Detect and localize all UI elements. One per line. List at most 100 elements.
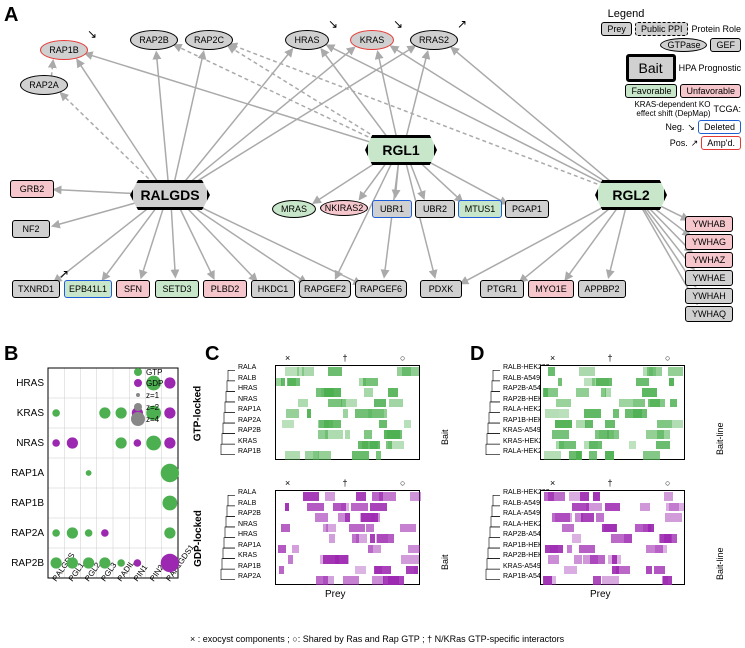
heatmap-xlabel: Prey [590, 589, 611, 600]
node-ubr1: UBR1 [372, 200, 412, 218]
node-rapgef6: RAPGEF6 [355, 280, 407, 298]
legend-neg-label: Neg. [665, 122, 684, 132]
heatmap-row-label: RALA [238, 489, 256, 496]
heatmap-row-label: RAP2B-A549 [503, 531, 545, 538]
node-sfn: SFN [116, 280, 150, 298]
node-rgl2: RGL2 [595, 180, 667, 210]
panel-c-heatmaps: GTP-lockedRALARALBHRASNRASRAP1ARAP2ARAP2… [200, 350, 460, 640]
node-pgap1: PGAP1 [505, 200, 549, 218]
node-txnrd1: TXNRD1 [12, 280, 60, 298]
heatmap-box [540, 490, 685, 585]
heatmap-side-label: Bait-line [715, 381, 725, 455]
legend-gef: GEF [710, 38, 741, 52]
panel-a-network: RAP1BRAP2ARAP2BRAP2CHRASKRASRRAS2GRB2NF2… [0, 0, 745, 320]
heatmap-symbol: ○ [400, 478, 405, 488]
node-hras: HRAS [285, 30, 329, 50]
heatmap-symbol: × [550, 353, 555, 363]
node-ywhaq: YWHAQ [685, 306, 733, 322]
node-rap2b: RAP2B [130, 30, 178, 50]
heatmap-row-label: NRAS [238, 521, 257, 528]
heatmap-row-label: RAP2B [238, 427, 261, 434]
svg-text:HRAS: HRAS [16, 378, 44, 389]
legend-tcga: TCGA: [713, 104, 741, 114]
legend-fav: Favorable [625, 84, 677, 98]
svg-text:RAP1A: RAP1A [11, 468, 44, 479]
node-rras2: RRAS2 [410, 30, 458, 50]
heatmap-symbol: × [285, 353, 290, 363]
legend-protein-role: Protein Role [691, 24, 741, 34]
heatmap-xlabel: Prey [325, 589, 346, 600]
node-mras: MRAS [272, 200, 316, 218]
node-rapgef2: RAPGEF2 [299, 280, 351, 298]
heatmap-row-label: RALB-A549 [503, 500, 540, 507]
heatmap-row-label: RAP2A [238, 573, 261, 580]
heatmap-side-label: Bait [440, 391, 450, 445]
legend-prey: Prey [601, 22, 632, 36]
heatmap-row-label: RALB [238, 375, 256, 382]
node-nkiras2: NKIRAS2 [320, 200, 368, 216]
heatmap-symbol: × [550, 478, 555, 488]
node-ptgr1: PTGR1 [480, 280, 524, 298]
legend-pos-label: Pos. [670, 138, 688, 148]
arrow-pos-icon: ↗ [691, 138, 699, 149]
node-kras: KRAS [350, 30, 394, 50]
legend-depmap-text: KRAS-dependent KO effect shift (DepMap) [634, 100, 710, 118]
node-appbp2: APPBP2 [578, 280, 626, 298]
svg-text:KRAS: KRAS [17, 408, 45, 419]
node-ywhag: YWHAG [685, 234, 733, 250]
legend-deleted: Deleted [698, 120, 741, 134]
node-ywhab: YWHAB [685, 216, 733, 232]
heatmap-title: GDP-locked [193, 510, 204, 567]
svg-text:RAP1B: RAP1B [11, 498, 44, 509]
heatmap-symbol: ○ [665, 353, 670, 363]
legend-unfav: Unfavorable [680, 84, 741, 98]
heatmap-row-label: RALB [238, 500, 256, 507]
heatmap-box [275, 490, 420, 585]
node-ywhah: YWHAH [685, 288, 733, 304]
heatmap-box [275, 365, 420, 460]
heatmap-row-label: RAP2A [238, 417, 261, 424]
legend-public-ppi: Public PPI [635, 22, 689, 36]
node-myo1e: MYO1E [528, 280, 574, 298]
heatmap-symbol: ○ [665, 478, 670, 488]
heatmap-row-label: RAP1B-A549 [503, 573, 545, 580]
node-rap1b: RAP1B [40, 40, 88, 60]
heatmap-symbol: † [343, 478, 348, 488]
arrow-neg-icon: ↘ [687, 122, 695, 133]
heatmap-row-label: RAP1A [238, 406, 261, 413]
legend-ampd: Amp'd. [701, 136, 741, 150]
panel-b-bubble: HRASKRASNRASRAP1ARAP1BRAP2ARAP2BRALGDSRG… [0, 350, 195, 640]
node-rap2c: RAP2C [185, 30, 233, 50]
node-ywhaz: YWHAZ [685, 252, 733, 268]
node-rgl1: RGL1 [365, 135, 437, 165]
heatmap-side-label: Bait-line [715, 506, 725, 580]
svg-text:RAP2A: RAP2A [11, 528, 44, 539]
heatmap-row-label: RALA [238, 364, 256, 371]
heatmap-row-label: RALA-A549 [503, 510, 540, 517]
node-pdxk: PDXK [420, 280, 462, 298]
heatmap-row-label: RAP2B [238, 510, 261, 517]
heatmap-title: GTP-locked [192, 385, 203, 441]
heatmap-row-label: RAP1B [238, 448, 261, 455]
legend: Legend Prey Public PPI Protein Role GTPa… [511, 8, 741, 152]
heatmap-row-label: RAP1A [238, 542, 261, 549]
svg-text:RAP2B: RAP2B [11, 558, 44, 569]
node-ubr2: UBR2 [415, 200, 455, 218]
svg-text:z=4: z=4 [146, 415, 160, 424]
heatmap-row-label: HRAS [238, 385, 257, 392]
heatmap-row-label: KRAS-A549 [503, 563, 541, 570]
node-nf2: NF2 [12, 220, 50, 238]
svg-text:z=1: z=1 [146, 391, 160, 400]
legend-gtpase: GTPase [660, 38, 707, 52]
node-setd3: SETD3 [155, 280, 199, 298]
svg-text:z=2: z=2 [146, 403, 160, 412]
node-ralgds: RALGDS [130, 180, 210, 210]
heatmap-side-label: Bait [440, 516, 450, 570]
heatmap-symbol: † [343, 353, 348, 363]
heatmap-row-label: KRAS-A549 [503, 427, 541, 434]
node-ywhae: YWHAE [685, 270, 733, 286]
node-rap2a: RAP2A [20, 75, 68, 95]
heatmap-row-label: RAP2B-A549 [503, 385, 545, 392]
heatmap-symbol: × [285, 478, 290, 488]
heatmap-row-label: HRAS [238, 531, 257, 538]
